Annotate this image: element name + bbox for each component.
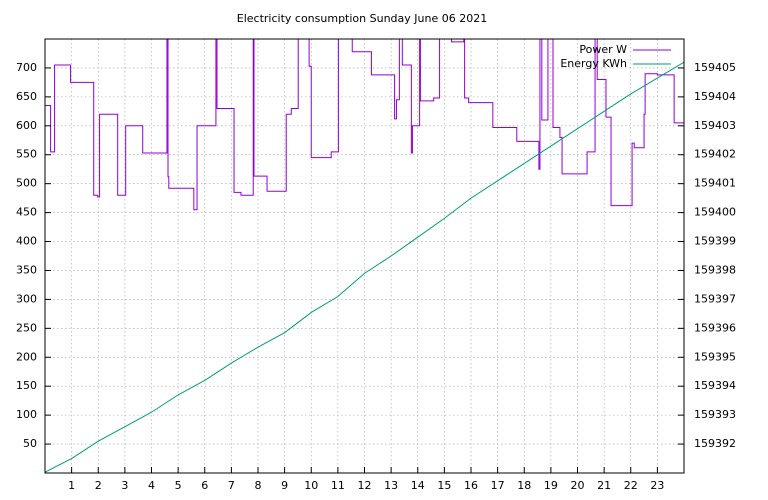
y-tick-label: 100 bbox=[16, 408, 37, 421]
y-tick-label: 700 bbox=[16, 61, 37, 74]
x-tick-label: 15 bbox=[437, 479, 451, 492]
y-tick-label: 650 bbox=[16, 90, 37, 103]
y2-tick-label: 159396 bbox=[694, 321, 736, 334]
y2-tick-label: 159393 bbox=[694, 408, 736, 421]
y2-tick-label: 159403 bbox=[694, 119, 736, 132]
legend-label: Power W bbox=[579, 43, 627, 56]
legend-label: Energy KWh bbox=[560, 57, 627, 70]
y2-tick-label: 159398 bbox=[694, 263, 736, 276]
grid bbox=[45, 39, 684, 473]
series-line bbox=[45, 61, 684, 473]
x-tick-label: 8 bbox=[255, 479, 262, 492]
x-tick-label: 13 bbox=[384, 479, 398, 492]
y-tick-label: 350 bbox=[16, 263, 37, 276]
x-tick-label: 10 bbox=[304, 479, 318, 492]
x-tick-label: 2 bbox=[95, 479, 102, 492]
x-tick-label: 21 bbox=[597, 479, 611, 492]
x-tick-label: 11 bbox=[331, 479, 345, 492]
x-tick-label: 23 bbox=[650, 479, 664, 492]
series-line bbox=[45, 39, 684, 211]
x-tick-label: 6 bbox=[201, 479, 208, 492]
x-tick-label: 22 bbox=[624, 479, 638, 492]
y2-tick-label: 159404 bbox=[694, 90, 736, 103]
y-tick-label: 50 bbox=[23, 437, 37, 450]
y2-tick-label: 159401 bbox=[694, 177, 736, 190]
y2-tick-label: 159405 bbox=[694, 61, 736, 74]
y-tick-label: 200 bbox=[16, 350, 37, 363]
y2-tick-label: 159392 bbox=[694, 437, 736, 450]
y-tick-label: 600 bbox=[16, 119, 37, 132]
x-tick-label: 19 bbox=[544, 479, 558, 492]
y-tick-label: 250 bbox=[16, 321, 37, 334]
plot-area bbox=[45, 39, 684, 473]
x-tick-label: 1 bbox=[68, 479, 75, 492]
chart-title: Electricity consumption Sunday June 06 2… bbox=[237, 12, 487, 25]
x-tick-label: 16 bbox=[464, 479, 478, 492]
y-tick-label: 500 bbox=[16, 177, 37, 190]
x-tick-label: 3 bbox=[121, 479, 128, 492]
y-tick-label: 150 bbox=[16, 379, 37, 392]
y2-tick-label: 159400 bbox=[694, 206, 736, 219]
y2-tick-label: 159397 bbox=[694, 292, 736, 305]
x-tick-label: 4 bbox=[148, 479, 155, 492]
x-tick-label: 9 bbox=[281, 479, 288, 492]
y2-tick-label: 159402 bbox=[694, 148, 736, 161]
y2-tick-label: 159394 bbox=[694, 379, 736, 392]
y-tick-label: 450 bbox=[16, 206, 37, 219]
y2-tick-label: 159399 bbox=[694, 235, 736, 248]
y-tick-label: 400 bbox=[16, 235, 37, 248]
x-tick-label: 18 bbox=[517, 479, 531, 492]
y2-tick-label: 159395 bbox=[694, 350, 736, 363]
x-tick-label: 20 bbox=[571, 479, 585, 492]
y-tick-label: 550 bbox=[16, 148, 37, 161]
x-tick-label: 7 bbox=[228, 479, 235, 492]
y-tick-label: 300 bbox=[16, 292, 37, 305]
x-tick-label: 14 bbox=[411, 479, 425, 492]
x-tick-label: 5 bbox=[175, 479, 182, 492]
x-tick-label: 17 bbox=[491, 479, 505, 492]
x-tick-label: 12 bbox=[358, 479, 372, 492]
